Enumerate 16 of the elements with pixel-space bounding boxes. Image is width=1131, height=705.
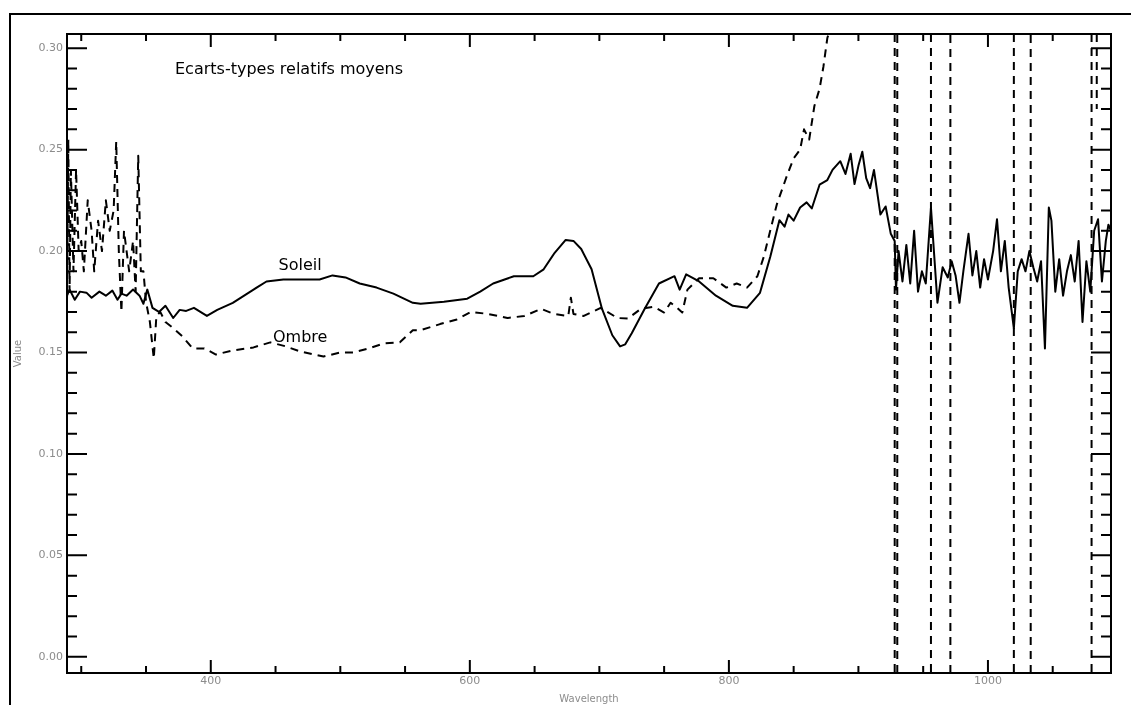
y-tick-label: 0.10 — [38, 446, 63, 460]
x-tick-label: 1000 — [973, 674, 1002, 688]
y-axis-title: Value — [11, 339, 23, 368]
series-label: Ombre — [272, 326, 328, 346]
y-tick-label: 0.20 — [38, 243, 63, 257]
x-tick-label: 600 — [459, 674, 481, 688]
y-tick-label: 0.00 — [38, 649, 63, 663]
y-tick-label: 0.15 — [38, 345, 63, 359]
series-label: Soleil — [278, 254, 322, 274]
x-axis-title: Wavelength — [559, 692, 619, 704]
annotation: Ecarts-types relatifs moyens — [175, 59, 404, 79]
x-tick-label: 400 — [200, 674, 222, 688]
y-tick-label: 0.05 — [38, 548, 63, 562]
y-tick-label: 0.25 — [38, 142, 63, 156]
y-tick-label: 0.30 — [38, 41, 63, 55]
x-tick-label: 800 — [718, 674, 740, 688]
